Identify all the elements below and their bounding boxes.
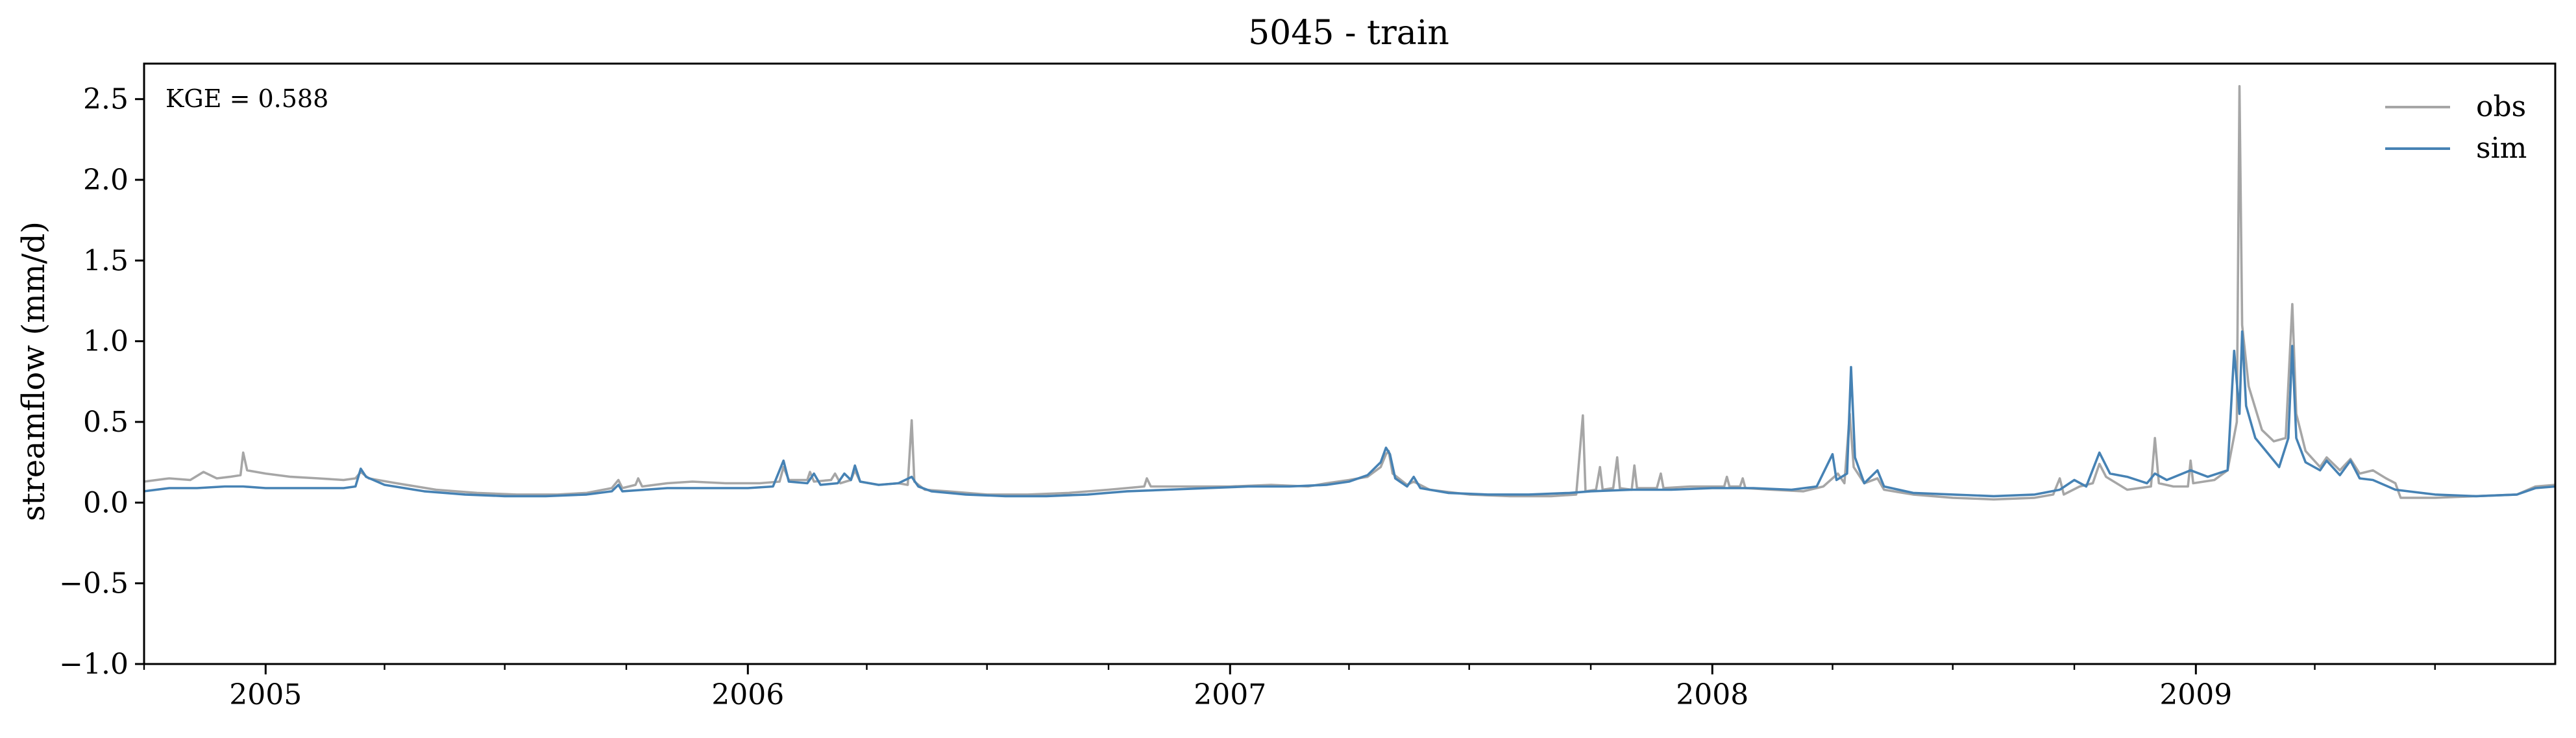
- x-tick-label: 2008: [1676, 678, 1748, 711]
- plot-area-frame: [143, 62, 2557, 665]
- legend-label-obs: obs: [2476, 90, 2526, 123]
- legend: obs sim: [2385, 90, 2527, 165]
- y-axis-label: streamflow (mm/d): [16, 221, 52, 521]
- legend-label-sim: sim: [2476, 132, 2527, 165]
- y-tick-label: 1.5: [83, 244, 129, 277]
- x-tick-label: 2005: [229, 678, 302, 711]
- series-line-obs: [143, 85, 2556, 501]
- y-tick-label: 2.5: [83, 83, 129, 116]
- y-tick-label: 0.5: [83, 406, 129, 439]
- kge-annotation: KGE = 0.588: [166, 84, 328, 113]
- y-tick-label: −0.5: [59, 567, 129, 600]
- series-lines: [143, 85, 2556, 501]
- x-tick-label: 2007: [1194, 678, 1266, 711]
- y-tick-label: 1.0: [83, 325, 129, 358]
- y-tick-label: 2.0: [83, 164, 129, 197]
- y-tick-label: 0.0: [83, 486, 129, 519]
- x-tick-label: 2006: [711, 678, 784, 711]
- chart-title: 5045 - train: [1248, 14, 1449, 53]
- series-line-sim: [143, 330, 2556, 498]
- axis-ticks: −1.0 −0.5 0.0 0.5 1.0 1.5 2.0 2.5 2005 2006 2007 20…: [59, 83, 2436, 711]
- y-tick-label: −1.0: [59, 648, 129, 681]
- x-tick-label: 2009: [2159, 678, 2232, 711]
